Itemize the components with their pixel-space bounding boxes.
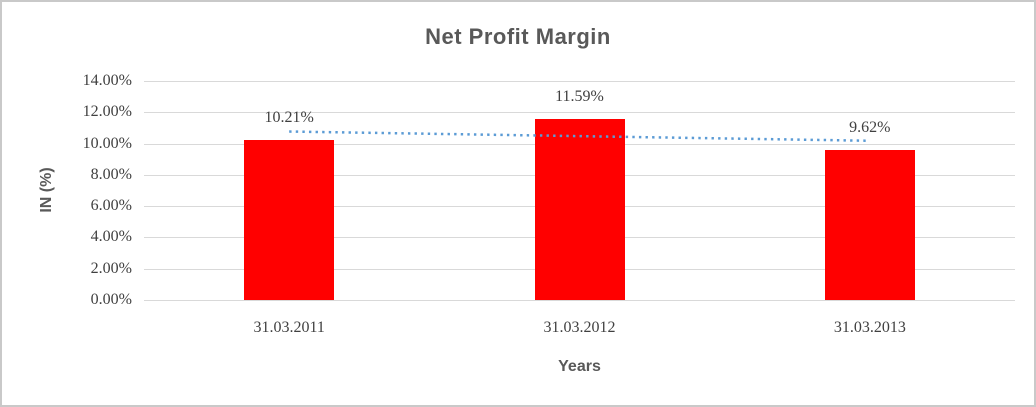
y-tick-label: 12.00% [82,103,132,121]
gridline [144,81,1015,82]
y-tick-label: 2.00% [90,259,132,277]
data-label: 10.21% [264,109,314,127]
y-tick-label: 6.00% [90,197,132,215]
gridline [144,300,1015,301]
x-tick-label: 31.03.2013 [833,319,906,336]
data-label: 9.62% [849,118,891,136]
data-label: 11.59% [555,87,604,105]
bar-31.03.2011[interactable] [244,140,335,300]
y-tick-label: 8.00% [90,165,132,183]
y-tick-label: 4.00% [90,228,132,246]
bar-31.03.2012[interactable] [534,118,625,300]
gridline [144,112,1015,114]
bar-31.03.2013[interactable] [824,149,915,300]
x-tick-label: 31.03.2012 [543,319,616,336]
x-tick-label: 31.03.2011 [253,319,325,336]
y-tick-label: 10.00% [82,134,132,152]
x-axis-title: Years [558,358,601,375]
y-tick-label: 0.00% [90,291,132,308]
chart-title: Net Profit Margin [425,24,611,49]
y-tick-label: 14.00% [82,72,132,89]
plot-area: 10.21% 11.59% 9.62% [144,81,1015,301]
